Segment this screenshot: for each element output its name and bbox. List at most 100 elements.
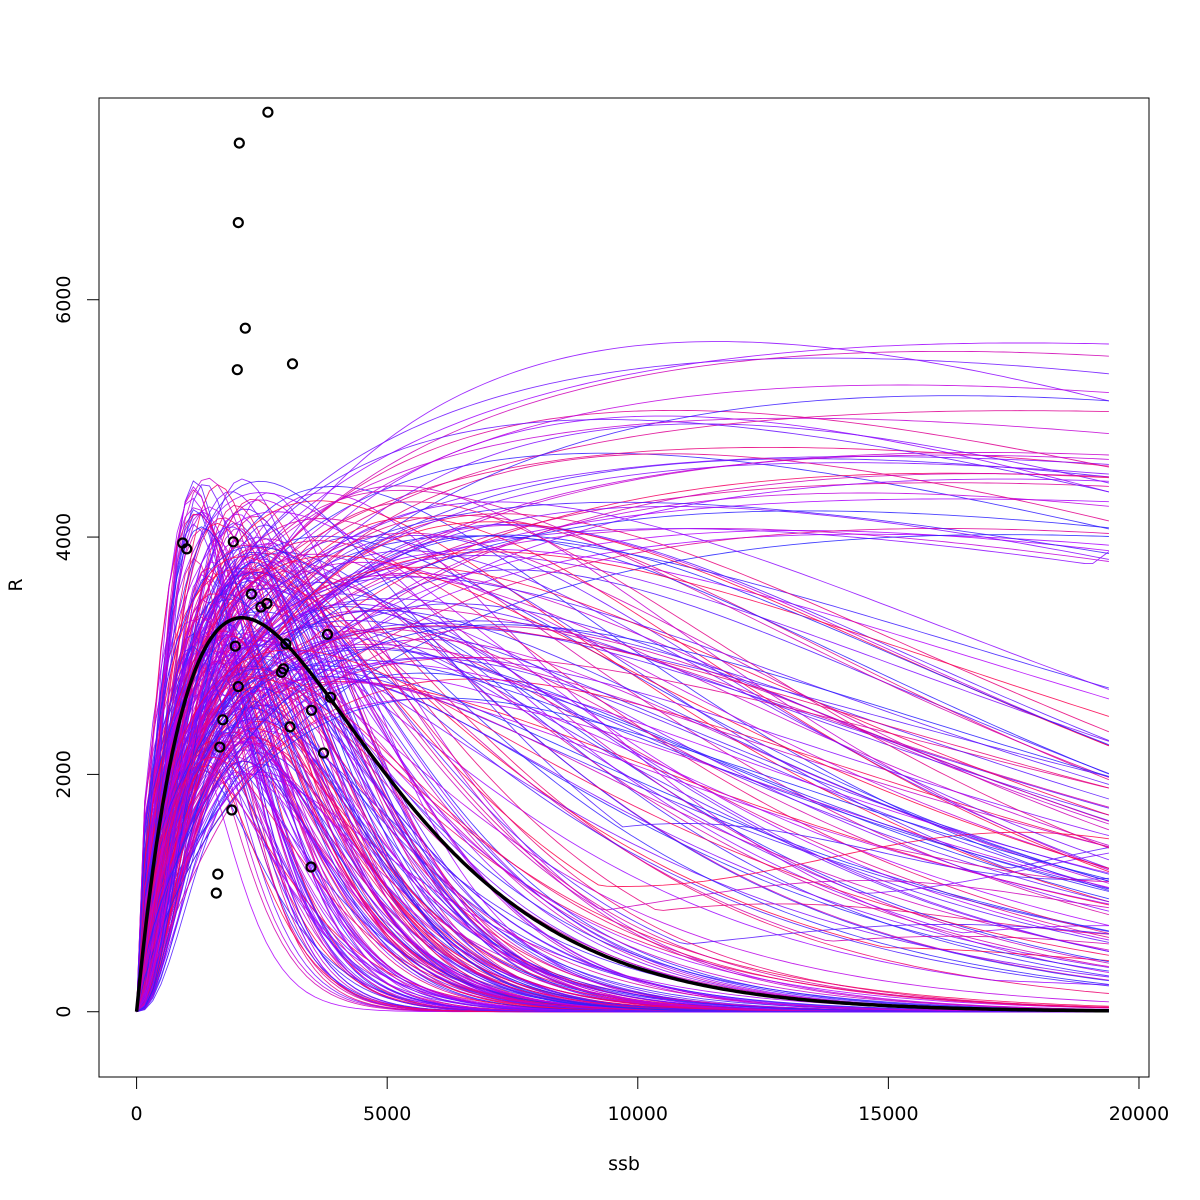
x-axis-title: ssb: [608, 1153, 640, 1175]
bootstrap-curve: [136, 550, 1110, 1012]
bootstrap-curve: [136, 620, 1110, 1012]
observation-point: [214, 741, 226, 753]
bootstrap-curve: [136, 622, 1110, 1012]
bootstrap-curve: [136, 419, 1109, 1012]
observation-point: [217, 714, 229, 726]
bootstrap-curve: [136, 682, 1109, 1012]
y-axis: 0 2000 4000 6000: [53, 276, 100, 1018]
bootstrap-curve: [136, 626, 1110, 1012]
observation-point: [181, 543, 193, 555]
fitted-curve-layer: [134, 616, 1109, 1013]
bootstrap-curve: [136, 656, 1109, 1012]
bootstrap-curve: [136, 697, 1110, 1012]
bootstrap-curve: [136, 480, 1109, 1012]
bootstrap-curve: [136, 611, 1109, 1012]
bootstrap-curve: [136, 535, 1109, 1012]
bootstrap-curve: [136, 584, 1109, 1012]
bootstrap-curve: [136, 645, 1109, 1013]
bootstrap-curve: [136, 657, 1110, 1012]
observation-point: [245, 588, 257, 600]
bootstrap-curve: [136, 551, 1110, 1012]
bootstrap-curve: [136, 567, 1109, 1012]
x-tick-label: 20000: [1109, 1103, 1169, 1125]
bootstrap-curve: [136, 534, 1109, 1012]
observation-point: [210, 887, 222, 899]
bootstrap-curve: [136, 603, 1110, 1012]
observation-point: [305, 704, 318, 716]
bootstrap-curve: [136, 659, 1110, 1012]
observation-point: [232, 217, 244, 229]
bootstrap-curve: [136, 341, 1110, 1012]
x-axis: 0 5000 10000 15000 20000: [131, 1076, 1169, 1125]
observation-point: [284, 721, 296, 733]
bootstrap-curve: [136, 588, 1109, 1012]
observation-point: [325, 691, 337, 703]
y-tick-label: 4000: [53, 513, 75, 561]
observation-point: [317, 747, 330, 759]
x-tick-label: 5000: [363, 1103, 411, 1125]
bootstrap-curve: [136, 524, 1110, 1012]
observation-point: [229, 640, 241, 652]
bootstrap-curve: [136, 538, 1109, 1012]
bootstrap-curve: [136, 534, 1110, 1012]
observation-point: [321, 628, 334, 641]
observation-point: [262, 106, 274, 118]
bootstrap-curve: [136, 462, 1109, 1012]
observation-point: [212, 868, 224, 880]
y-tick-label: 6000: [53, 276, 75, 324]
bootstrap-curve: [136, 384, 1109, 1012]
bootstrap-curve: [136, 485, 1110, 1012]
bootstrap-curve: [136, 674, 1109, 1012]
bootstrap-curve: [136, 561, 1110, 1012]
observation-point: [255, 601, 267, 613]
bootstrap-curve: [136, 473, 1109, 1012]
bootstrap-curve: [136, 501, 1110, 1012]
bootstrap-curve: [136, 492, 1109, 1012]
y-axis-title: R: [5, 578, 27, 591]
bootstrap-curve: [136, 545, 1109, 1012]
bootstrap-curve: [136, 540, 1110, 1012]
bootstrap-curve: [136, 510, 1109, 1012]
bootstrap-curve: [136, 624, 1110, 1012]
bootstrap-curve: [136, 581, 1109, 1012]
bootstrap-curve: [136, 511, 1109, 1012]
observation-point: [239, 322, 251, 334]
x-tick-label: 10000: [608, 1103, 668, 1125]
bootstrap-curve: [136, 626, 1110, 1012]
bootstrap-curve: [136, 587, 1109, 1013]
y-tick-label: 0: [53, 1006, 75, 1018]
x-tick-label: 0: [131, 1103, 143, 1125]
bootstrap-curve: [136, 649, 1109, 1012]
bootstrap-curve: [136, 514, 1110, 1012]
bootstrap-curve: [136, 423, 1110, 1012]
x-tick-label: 15000: [858, 1103, 918, 1125]
bootstrap-curve: [136, 556, 1109, 1012]
bootstrap-curve: [136, 357, 1109, 1012]
observation-points: [177, 106, 337, 899]
bootstrap-curve: [136, 668, 1109, 1012]
bootstrap-curve: [136, 415, 1110, 1012]
bootstrap-curve: [136, 643, 1110, 1012]
bootstrap-curve: [136, 453, 1110, 1012]
bootstrap-curve: [136, 678, 1109, 1012]
bootstrap-curve: [136, 517, 1110, 1012]
bootstrap-curve: [136, 478, 1109, 1012]
bootstrap-curve: [136, 454, 1109, 1012]
bootstrap-curve: [136, 501, 1109, 1012]
observation-point: [280, 638, 292, 650]
observation-point: [227, 536, 239, 548]
observation-point: [233, 137, 245, 149]
observation-point: [232, 680, 244, 693]
bootstrap-curve: [136, 456, 1109, 1012]
observation-point: [226, 804, 238, 816]
bootstrap-curve: [136, 566, 1110, 1012]
y-tick-label: 2000: [53, 750, 75, 798]
bootstrap-curve: [136, 506, 1109, 1012]
bootstrap-curve: [136, 620, 1110, 1012]
bootstrap-curve: [136, 409, 1109, 1012]
observation-point: [231, 364, 243, 376]
bootstrap-curve: [136, 548, 1110, 1012]
bootstrap-curve: [136, 499, 1109, 1012]
